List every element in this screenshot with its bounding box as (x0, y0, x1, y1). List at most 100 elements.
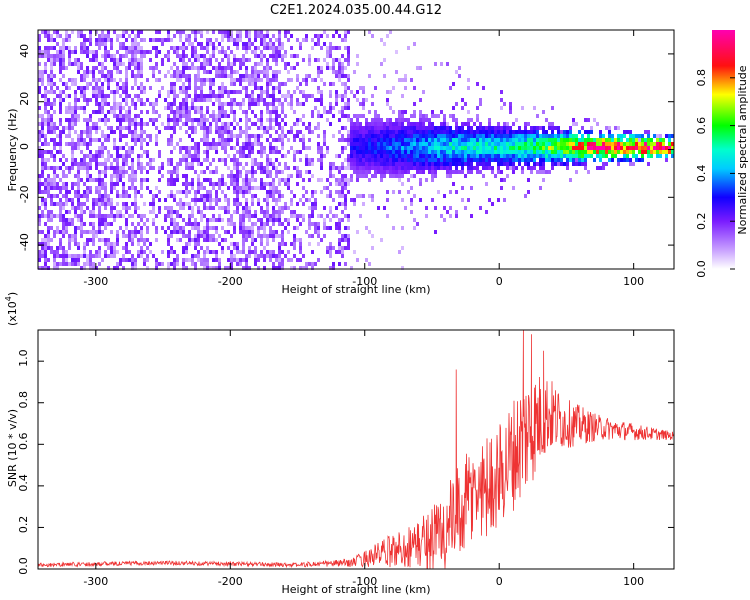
heatmap-cell (581, 142, 584, 146)
heatmap-cell (641, 138, 644, 142)
heatmap-cell (218, 30, 221, 34)
heatmap-cell (479, 126, 482, 130)
heatmap-cell (221, 178, 224, 182)
heatmap-cell (326, 34, 329, 38)
heatmap-cell (395, 154, 398, 158)
heatmap-cell (449, 190, 452, 194)
heatmap-cell (269, 158, 272, 162)
heatmap-cell (140, 218, 143, 222)
heatmap-cell (251, 134, 254, 138)
heatmap-cell (188, 134, 191, 138)
heatmap-cell (185, 194, 188, 198)
heatmap-cell (491, 130, 494, 134)
heatmap-cell (311, 202, 314, 206)
heatmap-cell (317, 90, 320, 94)
heatmap-cell (296, 86, 299, 90)
heatmap-cell (197, 146, 200, 150)
heatmap-cell (341, 190, 344, 194)
heatmap-cell (110, 126, 113, 130)
heatmap-cell (212, 54, 215, 58)
heatmap-cell (203, 266, 206, 270)
heatmap-cell (182, 106, 185, 110)
heatmap-cell (533, 166, 536, 170)
heatmap-cell (506, 142, 509, 146)
heatmap-cell (458, 162, 461, 166)
heatmap-cell (200, 90, 203, 94)
heatmap-cell (440, 214, 443, 218)
heatmap-cell (281, 82, 284, 86)
heatmap-cell (392, 150, 395, 154)
heatmap-cell (92, 210, 95, 214)
heatmap-cell (173, 46, 176, 50)
heatmap-cell (101, 170, 104, 174)
heatmap-cell (536, 134, 539, 138)
heatmap-cell (473, 146, 476, 150)
heatmap-cell (125, 134, 128, 138)
heatmap-cell (362, 138, 365, 142)
heatmap-cell (53, 266, 56, 270)
heatmap-cell (209, 178, 212, 182)
heatmap-cell (89, 118, 92, 122)
heatmap-cell (44, 254, 47, 258)
heatmap-cell (590, 146, 593, 150)
heatmap-cell (428, 158, 431, 162)
heatmap-cell (203, 262, 206, 266)
heatmap-cell (272, 206, 275, 210)
heatmap-cell (542, 170, 545, 174)
heatmap-cell (557, 146, 560, 150)
heatmap-cell (185, 202, 188, 206)
heatmap-cell (44, 190, 47, 194)
heatmap-cell (461, 122, 464, 126)
heatmap-cell (44, 198, 47, 202)
heatmap-cell (44, 162, 47, 166)
heatmap-cell (167, 262, 170, 266)
heatmap-cell (554, 146, 557, 150)
heatmap-cell (437, 190, 440, 194)
heatmap-cell (323, 222, 326, 226)
heatmap-cell (302, 218, 305, 222)
heatmap-cell (185, 234, 188, 238)
heatmap-cell (98, 202, 101, 206)
heatmap-cell (212, 82, 215, 86)
heatmap-cell (287, 62, 290, 66)
heatmap-cell (482, 126, 485, 130)
heatmap-cell (608, 158, 611, 162)
heatmap-cell (530, 170, 533, 174)
heatmap-cell (347, 106, 350, 110)
heatmap-cell (425, 158, 428, 162)
heatmap-cell (263, 90, 266, 94)
heatmap-cell (431, 114, 434, 118)
heatmap-cell (71, 206, 74, 210)
heatmap-cell (632, 150, 635, 154)
heatmap-cell (197, 178, 200, 182)
heatmap-cell (311, 250, 314, 254)
heatmap-cell (383, 170, 386, 174)
heatmap-cell (419, 114, 422, 118)
heatmap-cell (191, 50, 194, 54)
heatmap-cell (44, 142, 47, 146)
heatmap-cell (257, 78, 260, 82)
heatmap-cell (431, 170, 434, 174)
heatmap-cell (446, 62, 449, 66)
heatmap-cell (125, 46, 128, 50)
heatmap-cell (302, 38, 305, 42)
heatmap-cell (203, 94, 206, 98)
heatmap-cell (59, 142, 62, 146)
heatmap-cell (263, 74, 266, 78)
heatmap-cell (326, 186, 329, 190)
heatmap-cell (488, 162, 491, 166)
heatmap-cell (95, 154, 98, 158)
heatmap-cell (98, 62, 101, 66)
heatmap-cell (170, 182, 173, 186)
heatmap-cell (47, 38, 50, 42)
heatmap-cell (260, 150, 263, 154)
heatmap-cell (299, 42, 302, 46)
heatmap-cell (89, 126, 92, 130)
heatmap-cell (503, 138, 506, 142)
heatmap-cell (341, 62, 344, 66)
heatmap-cell (374, 110, 377, 114)
heatmap-cell (59, 150, 62, 154)
heatmap-cell (563, 142, 566, 146)
heatmap-cell (275, 86, 278, 90)
heatmap-cell (146, 178, 149, 182)
